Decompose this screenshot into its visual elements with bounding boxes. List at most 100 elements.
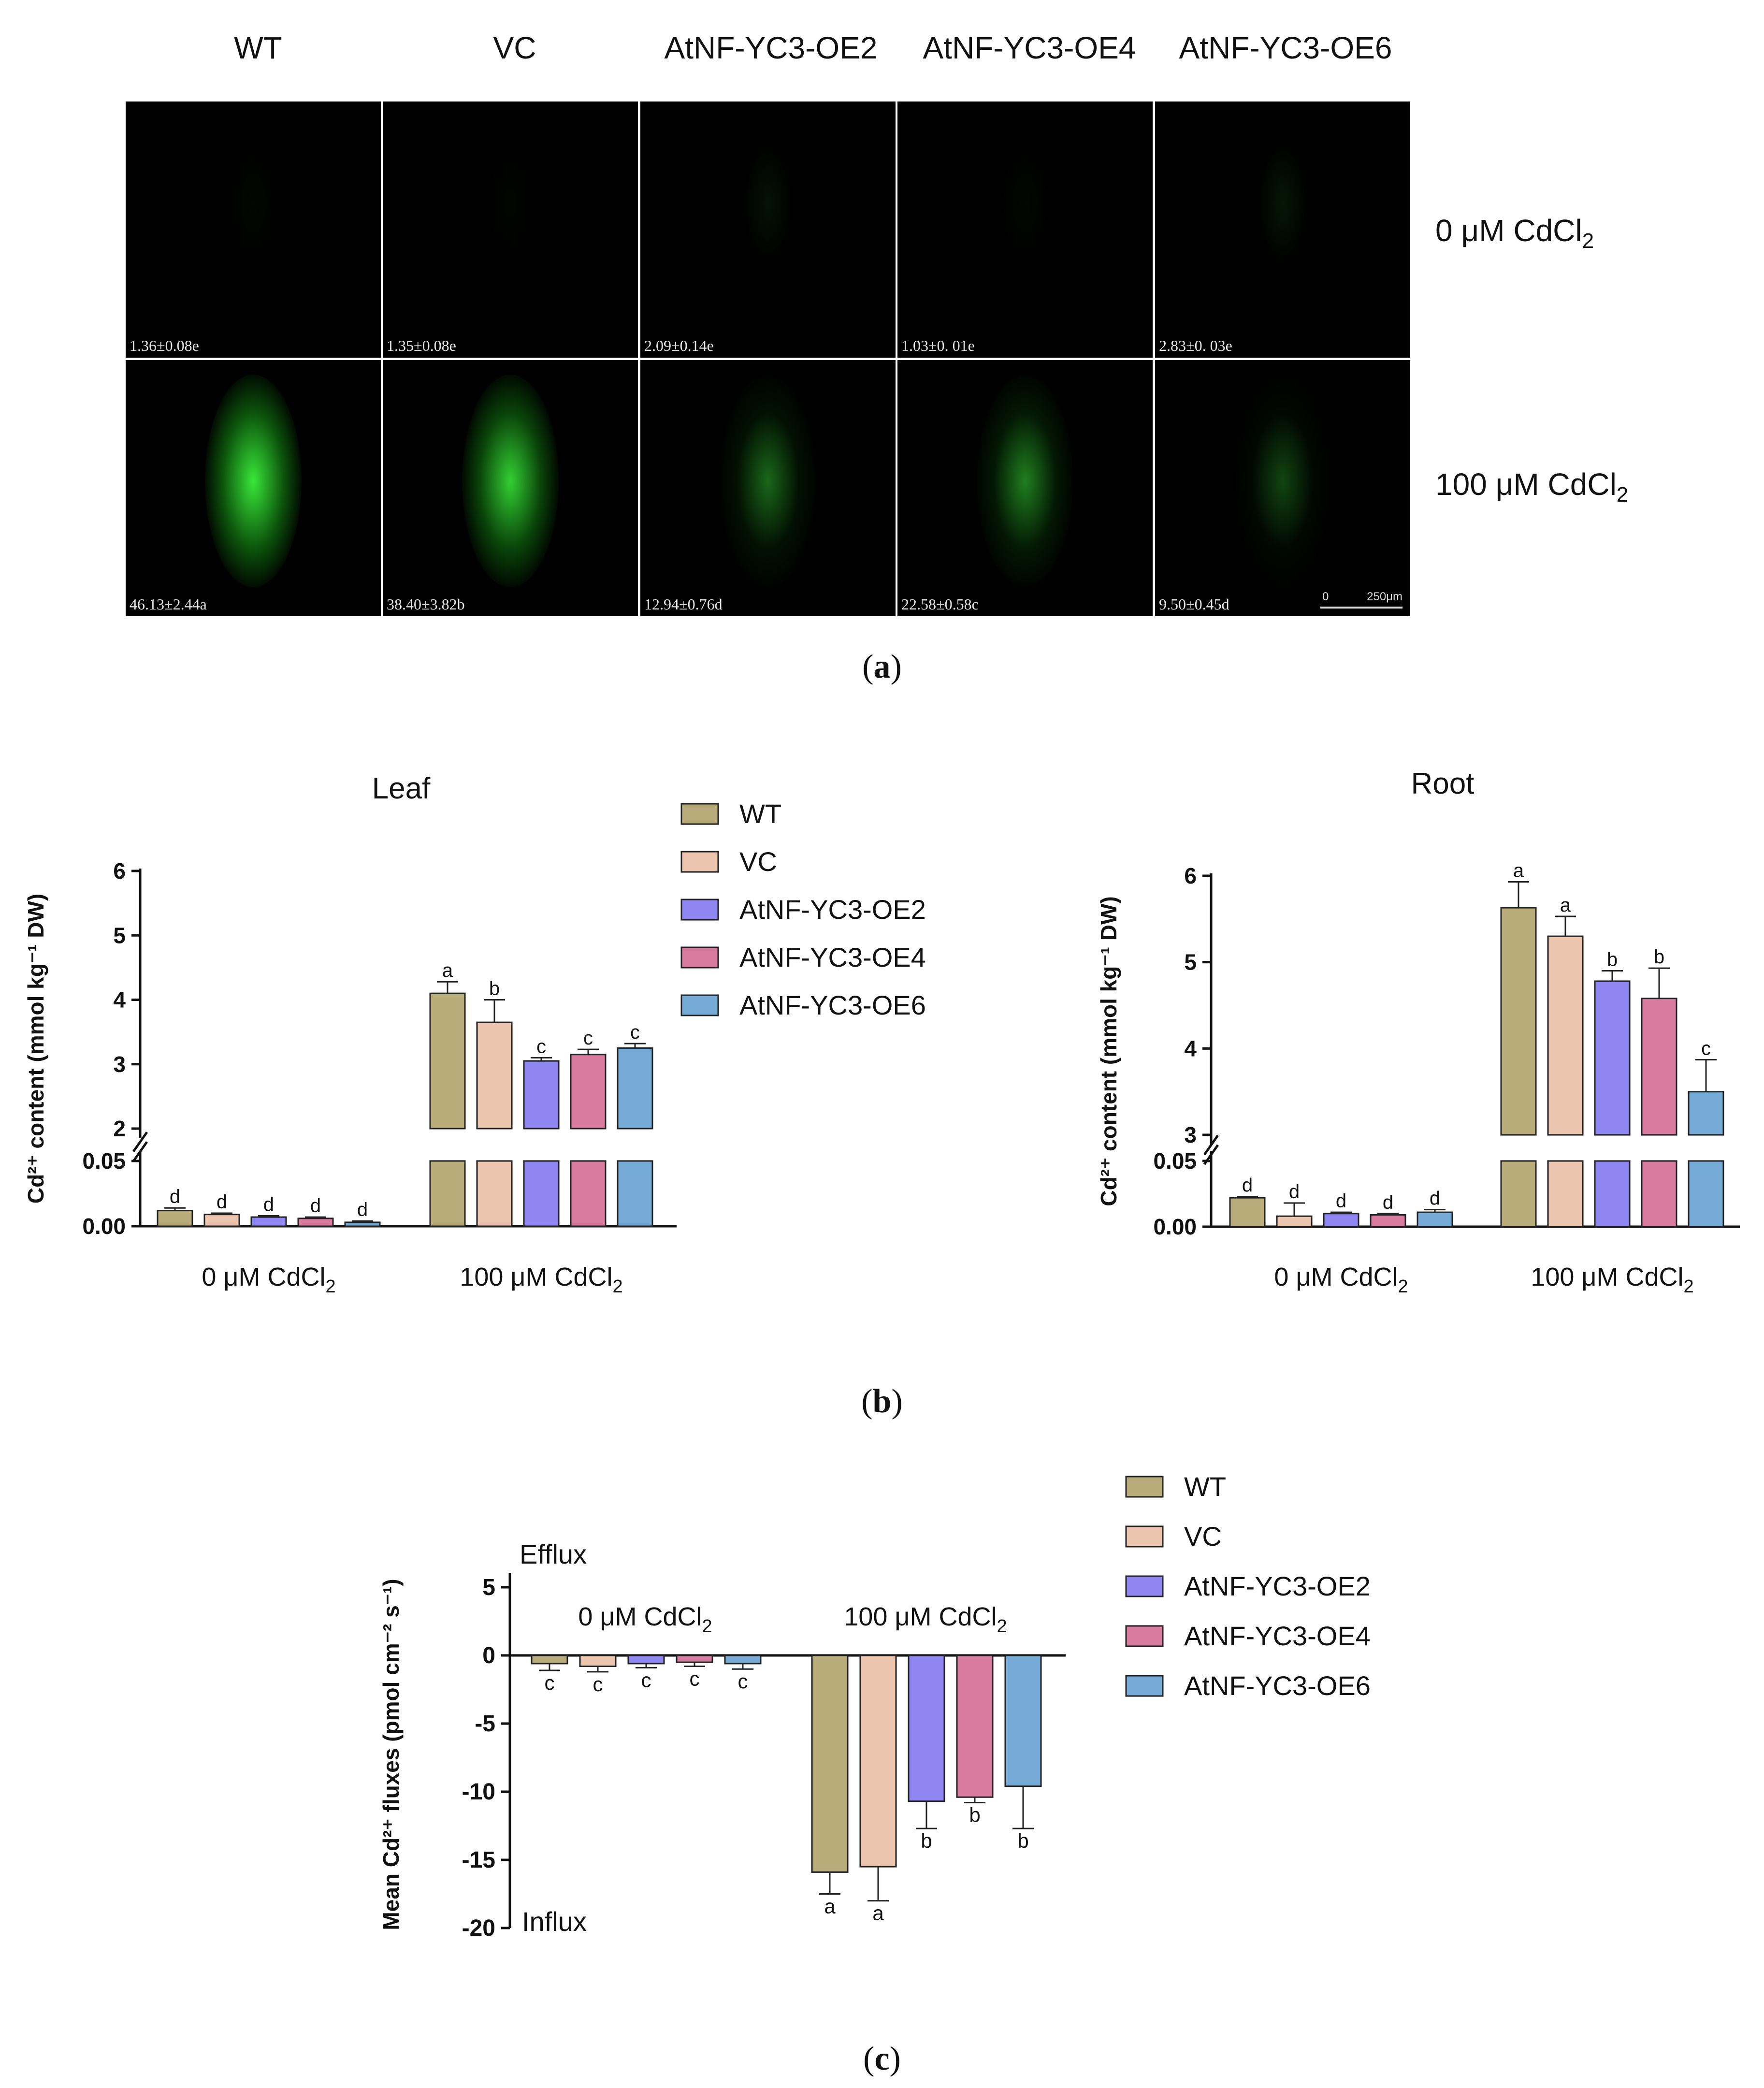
root-fluorescence [205, 375, 302, 587]
root-fluorescence [472, 111, 549, 295]
y-axis-title: Mean Cd²⁺ fluxes (pmol cm⁻² s⁻¹) [378, 1579, 404, 1930]
significance-letter: d [357, 1199, 368, 1220]
fluorescence-value: 22.58±0.58c [901, 595, 979, 613]
significance-letter: d [170, 1186, 180, 1207]
fluorescence-value: 1.35±0.08e [387, 337, 456, 354]
bar-atnf-yc3-oe6-100um-upper [617, 1047, 653, 1130]
bar-wt-100um-upper [1500, 907, 1537, 1136]
bar-atnf-yc3-oe4-0um [676, 1654, 713, 1663]
bar-atnf-yc3-oe4-100um-upper [570, 1054, 607, 1130]
influx-label: Influx [522, 1906, 587, 1937]
bar-vc-100um-lower [1547, 1160, 1584, 1228]
bar-atnf-yc3-oe2-100um-lower [1594, 1160, 1631, 1228]
significance-letter: b [489, 978, 500, 1000]
micrograph-0uM-atnf-yc3-oe2: 2.09±0.14e [640, 102, 896, 358]
y-tick-label: -5 [475, 1711, 495, 1737]
significance-letter: c [545, 1671, 555, 1694]
x-category-label: 100 μM CdCl2 [844, 1602, 1007, 1637]
bar-atnf-yc3-oe2-0um [1323, 1213, 1359, 1228]
panel-c: 5 0 -5 -10 -15 -20 Efflux Influx c c c c c 0 μM CdCl2… [0, 1445, 1764, 2086]
significance-letter: c [583, 1028, 593, 1049]
significance-letter: a [824, 1895, 836, 1918]
scale-zero: 0 [1322, 590, 1329, 603]
y-axis-title: Cd²⁺ content (mmol kg⁻¹ DW) [1096, 896, 1121, 1206]
root-fluorescence [729, 111, 807, 295]
bar-atnf-yc3-oe6-100um [1004, 1654, 1042, 1787]
significance-letter: c [641, 1668, 651, 1691]
panel-b-charts: Leaf 2 3 4 5 6 0.00 0.05 d d d d d 0 μM CdCl2 a b c c c 100… [23, 767, 1740, 1297]
bar-atnf-yc3-oe4-0um [1370, 1214, 1406, 1228]
x-category-label: 100 μM CdCl2 [1531, 1262, 1693, 1297]
root-fluorescence [215, 111, 292, 295]
x-category-label: 0 μM CdCl2 [202, 1262, 335, 1297]
y-tick-label: -15 [462, 1847, 495, 1873]
panel-a-letter: (a) [862, 648, 902, 685]
significance-letter: b [1654, 946, 1664, 968]
y-tick-label: 0.00 [82, 1214, 126, 1239]
legend-swatch-atnf-yc3-oe6 [680, 994, 719, 1016]
significance-letter: a [442, 960, 453, 981]
significance-letter: b [1017, 1829, 1028, 1852]
bar-vc-0um [1276, 1215, 1313, 1228]
fluorescence-value: 46.13±2.44a [130, 595, 207, 613]
significance-letter: a [1513, 860, 1524, 882]
legend-swatch-vc [680, 851, 719, 873]
legend-label-atnf-yc3-oe4: AtNF-YC3-OE4 [1184, 1621, 1371, 1651]
legend-swatch-atnf-yc3-oe2 [680, 899, 719, 921]
fluorescence-value: 2.09±0.14e [644, 337, 714, 354]
row-label-0: 0 μM CdCl2 [1435, 213, 1594, 253]
significance-letter: b [921, 1829, 932, 1852]
legend-swatch-wt [680, 803, 719, 825]
bar-atnf-yc3-oe2-0um [250, 1216, 287, 1227]
legend-swatch-wt [1125, 1476, 1164, 1498]
bar-vc-100um-upper [1547, 935, 1584, 1136]
legend-label-atnf-yc3-oe6: AtNF-YC3-OE6 [739, 990, 926, 1020]
bar-atnf-yc3-oe4-100um-lower [1641, 1160, 1677, 1228]
legend-swatch-vc [1125, 1525, 1164, 1548]
row-label-100: 100 μM CdCl2 [1435, 467, 1629, 507]
significance-letter: d [217, 1191, 227, 1213]
bar-vc-0um [579, 1654, 617, 1668]
bar-vc-100um-upper [476, 1021, 513, 1130]
y-tick-label: 4 [113, 987, 126, 1013]
panel-c-letter: (c) [863, 2040, 901, 2077]
bar-atnf-yc3-oe2-100um-upper [1594, 980, 1631, 1136]
bar-atnf-yc3-oe6-0um [344, 1221, 381, 1227]
legend-label-vc: VC [739, 846, 777, 877]
y-tick-label: 0.00 [1153, 1214, 1197, 1239]
root-fluorescence [1244, 111, 1321, 295]
bar-atnf-yc3-oe2-100um-lower [523, 1160, 560, 1227]
significance-letter: c [536, 1036, 546, 1057]
y-tick-label: -20 [462, 1915, 495, 1941]
significance-letter: d [310, 1195, 321, 1217]
legend-label-wt: WT [1184, 1471, 1226, 1502]
significance-letter: a [1560, 895, 1571, 916]
significance-letter: c [630, 1022, 640, 1043]
bar-atnf-yc3-oe6-0um [1417, 1211, 1453, 1228]
significance-letter: b [969, 1804, 980, 1827]
bar-wt-100um-lower [429, 1160, 466, 1227]
fluorescence-value: 1.03±0. 01e [901, 337, 975, 354]
micrograph-100uM-atnf-yc3-oe6: 9.50±0.45d 0 250μm [1155, 360, 1410, 616]
legend-label-atnf-yc3-oe4: AtNF-YC3-OE4 [739, 942, 926, 972]
bar-wt-0um [1229, 1197, 1266, 1228]
significance-letter: d [1430, 1188, 1440, 1209]
bar-atnf-yc3-oe4-100um [956, 1654, 994, 1798]
root-fluorescence [977, 375, 1073, 587]
micrograph-0uM-wt: 1.36±0.08e [126, 102, 381, 358]
bar-atnf-yc3-oe2-0um [627, 1654, 665, 1665]
significance-letter: d [1242, 1174, 1253, 1196]
y-axis-title: Cd²⁺ content (mmol kg⁻¹ DW) [23, 894, 48, 1204]
bar-atnf-yc3-oe6-0um [724, 1654, 762, 1665]
significance-letter: c [593, 1673, 603, 1696]
bar-atnf-yc3-oe6-100um-lower [1688, 1160, 1724, 1228]
axis-break-mark [1203, 1134, 1219, 1156]
axis-break-mark [132, 1131, 148, 1152]
significance-letter: d [1289, 1181, 1300, 1203]
col-label-oe6: AtNF-YC3-OE6 [1179, 30, 1392, 65]
scale-bar: 0 250μm [1320, 590, 1403, 611]
x-category-label: 0 μM CdCl2 [578, 1602, 712, 1637]
bar-atnf-yc3-oe4-0um [297, 1218, 334, 1227]
y-tick-label: 5 [1184, 950, 1197, 975]
scale-length: 250μm [1367, 590, 1403, 603]
